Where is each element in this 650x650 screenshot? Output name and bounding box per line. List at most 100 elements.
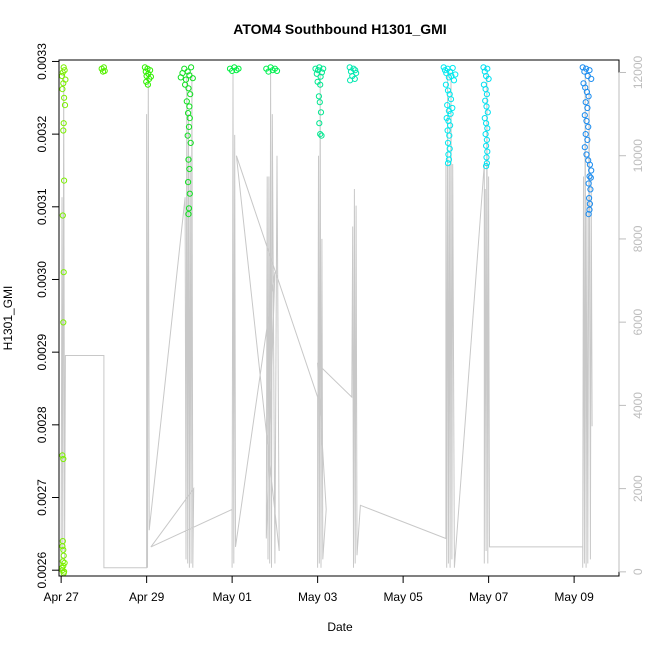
y-tick-label-left: 0.0026 [35,552,49,589]
y-tick-label-right: 0 [631,568,645,575]
scatter-point [449,104,456,112]
scatter-point [318,132,325,139]
scatter-point [483,120,490,127]
scatter-point [582,131,589,138]
scatter-point [586,67,593,74]
scatter-point [60,64,67,71]
y-tick-label-left: 0.0030 [35,261,49,298]
scatter-point [317,73,324,80]
scatter-point [185,205,193,212]
scatter-point [445,151,452,158]
scatter-point [583,65,590,72]
scatter-point [588,75,595,83]
scatter-point [444,102,451,109]
scatter-point [482,97,489,104]
scatter-point [449,64,456,72]
scatter-point [446,132,453,139]
scatter-point [482,131,489,138]
scatter-point [60,319,67,326]
y-tick-label-left: 0.0032 [35,115,49,152]
scatter-point [353,70,360,77]
scatter-point [484,148,491,155]
scatter-point [587,186,594,193]
altitude-line-layer [60,72,593,572]
scatter-point [59,212,66,219]
scatter-point [483,91,490,98]
scatter-point [185,156,192,163]
scatter-point [60,127,67,134]
scatter-point [350,65,357,72]
scatter-point [182,81,189,88]
scatter-point [447,122,454,129]
scatter-point [584,104,591,112]
y-tick-label-right: 10000 [631,139,645,173]
scatter-point [582,99,589,106]
scatter-point [581,144,588,151]
scatter-point [447,96,455,103]
y-tick-label-right: 8000 [631,225,645,252]
x-tick-label: May 03 [298,590,338,604]
scatter-point [61,559,68,567]
y-tick-label-right: 6000 [631,308,645,335]
y-tick-label-left: 0.0033 [35,43,49,80]
scatter-point [184,132,191,139]
x-tick-label: Apr 29 [129,590,165,604]
scatter-point [187,91,194,98]
scatter-point [59,558,66,565]
scatter-point [316,99,323,106]
scatter-point [585,93,592,100]
scatter-point [586,195,593,202]
x-tick-label: Apr 27 [43,590,79,604]
scatter-point [484,125,491,132]
scatter-point [185,211,192,218]
scatter-point [347,77,354,84]
scatter-series [346,64,360,84]
scatter-point [586,206,593,213]
scatter-point [444,139,452,146]
scatter-point [483,136,490,143]
scatter-point [60,269,67,276]
scatter-point [452,71,459,78]
scatter-point [583,151,590,158]
x-tick-label: May 09 [554,590,594,604]
scatter-point [59,452,66,459]
chart-title: ATOM4 Southbound H1301_GMI [233,21,446,37]
scatter-series [98,64,108,75]
scatter-point [586,173,593,180]
scatter-points-layer [58,64,595,577]
scatter-point [480,64,487,71]
plot-frame [58,59,620,577]
scatter-point [442,81,449,88]
scatter-point [585,180,592,187]
x-axis-label: Date [327,620,353,634]
y-tick-label-left: 0.0027 [35,479,49,516]
scatter-point [317,81,324,88]
y-axis-left: 0.0026 0.0027 0.0028 0.0029 0.0030 0.0031 0.00… [35,43,59,589]
y-tick-label-right: 4000 [631,392,645,419]
x-tick-label: May 05 [383,590,423,604]
scatter-point [483,142,490,149]
scatter-point [484,65,491,72]
scatter-point [447,110,454,117]
scatter-point [186,165,193,173]
scatter-series [263,64,281,75]
y-axis-label: H1301_GMI [1,286,15,351]
scatter-point [147,67,154,74]
scatter-point [320,65,327,72]
scatter-point [586,161,594,168]
scatter-point [186,190,193,197]
y-tick-label-right: 12000 [631,55,645,89]
scatter-point [318,69,325,76]
scatter-point [185,123,193,131]
scatter-point [101,67,108,75]
scatter-point [587,174,594,181]
scatter-point [186,103,193,110]
scatter-point [185,85,192,92]
y-axis-right: 0 2000 4000 6000 8000 10000 12000 [618,55,645,575]
scatter-point [315,93,322,100]
scatter-point [144,81,151,88]
scatter-point [352,67,359,74]
scatter-point [444,87,452,94]
scatter-point [60,120,67,127]
scatter-point [445,156,452,163]
